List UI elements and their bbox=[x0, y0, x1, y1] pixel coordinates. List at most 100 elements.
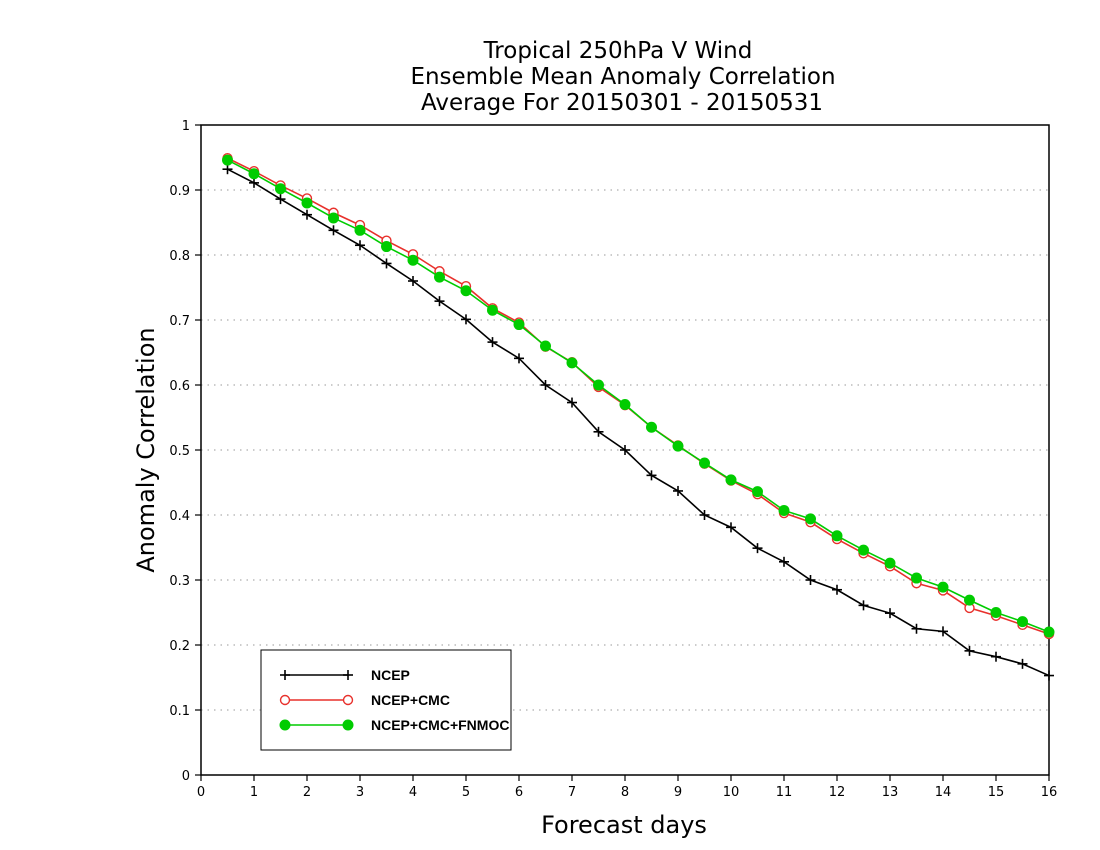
data-point bbox=[884, 557, 896, 569]
data-point bbox=[832, 584, 842, 595]
data-point bbox=[620, 445, 630, 455]
data-point bbox=[805, 513, 816, 525]
data-point bbox=[460, 285, 472, 297]
data-point bbox=[752, 543, 763, 554]
data-point bbox=[646, 421, 657, 433]
data-point bbox=[328, 225, 339, 236]
x-tick-label: 6 bbox=[515, 785, 523, 800]
data-point bbox=[964, 645, 975, 656]
grid-lines bbox=[201, 124, 1049, 711]
legend: NCEP NCEP+CMC NCEP+CMC+FNMOC bbox=[260, 649, 512, 751]
x-tick-label: 11 bbox=[776, 785, 793, 800]
x-tick-label: 2 bbox=[303, 785, 311, 800]
series-line bbox=[227, 168, 1050, 677]
x-tick-label: 0 bbox=[197, 785, 205, 800]
data-point bbox=[990, 607, 1002, 618]
data-point bbox=[354, 224, 366, 236]
data-point bbox=[275, 194, 286, 205]
data-point bbox=[248, 168, 260, 180]
data-point bbox=[779, 556, 789, 567]
data-point bbox=[991, 651, 1001, 662]
y-tick-label: 0 bbox=[182, 769, 190, 784]
data-point bbox=[513, 319, 525, 331]
legend-marker bbox=[279, 719, 291, 731]
legend-marker bbox=[279, 694, 291, 706]
series-ncep-cmc bbox=[222, 152, 1055, 640]
legend-label: NCEP+CMC+FNMOC bbox=[371, 717, 509, 733]
y-tick-label: 0.5 bbox=[169, 444, 190, 459]
data-point bbox=[566, 357, 578, 369]
y-tick-label: 0.7 bbox=[169, 314, 190, 329]
data-point bbox=[1017, 658, 1028, 669]
legend-marker bbox=[280, 670, 290, 680]
data-point bbox=[514, 353, 524, 364]
y-tick-label: 0.8 bbox=[169, 249, 190, 264]
data-point bbox=[673, 485, 683, 496]
data-point bbox=[381, 258, 392, 269]
series-ncep bbox=[222, 164, 1054, 681]
data-point bbox=[858, 600, 869, 611]
data-point bbox=[222, 164, 233, 175]
data-point bbox=[355, 240, 365, 251]
data-point bbox=[222, 154, 233, 166]
data-point bbox=[672, 440, 684, 452]
series-line bbox=[227, 157, 1050, 635]
data-point bbox=[752, 486, 763, 498]
x-tick-label: 13 bbox=[882, 785, 899, 800]
legend-marker bbox=[342, 719, 354, 731]
chart-title-line-1: Tropical 250hPa V Wind bbox=[483, 38, 753, 64]
data-point bbox=[619, 399, 631, 410]
axis-ticks: 00.10.20.30.40.50.60.70.80.910 1 2 3 4 5 6 7 8 9 1… bbox=[169, 119, 1057, 800]
x-tick-label: 3 bbox=[356, 785, 364, 800]
data-point bbox=[249, 177, 259, 188]
data-point bbox=[1044, 670, 1054, 681]
chart-title-line-3: Average For 20150301 - 20150531 bbox=[421, 90, 823, 116]
x-tick-label: 15 bbox=[988, 785, 1005, 800]
x-tick-label: 9 bbox=[674, 785, 682, 800]
data-point bbox=[301, 197, 313, 209]
data-point bbox=[461, 314, 471, 325]
data-point bbox=[726, 522, 736, 533]
y-tick-label: 0.4 bbox=[169, 509, 190, 524]
data-point bbox=[1043, 626, 1055, 638]
x-tick-label: 16 bbox=[1041, 785, 1058, 800]
data-point bbox=[381, 241, 392, 253]
chart-title-line-2: Ensemble Mean Anomaly Correlation bbox=[410, 64, 835, 90]
legend-entry: NCEP bbox=[280, 667, 410, 683]
y-axis-label: Anomaly Correlation bbox=[132, 327, 160, 572]
x-tick-label: 10 bbox=[723, 785, 740, 800]
series-line bbox=[227, 159, 1050, 633]
x-tick-label: 8 bbox=[621, 785, 629, 800]
data-point bbox=[302, 209, 312, 220]
x-tick-label: 5 bbox=[462, 785, 470, 800]
data-point bbox=[885, 608, 895, 619]
y-tick-label: 0.1 bbox=[169, 704, 190, 719]
data-point bbox=[593, 379, 604, 391]
data-point bbox=[725, 474, 737, 486]
data-point bbox=[805, 575, 816, 585]
data-point bbox=[699, 457, 710, 469]
data-point bbox=[938, 626, 948, 637]
x-tick-label: 4 bbox=[409, 785, 417, 800]
legend-label: NCEP+CMC bbox=[371, 692, 450, 708]
data-point bbox=[858, 544, 869, 556]
data-point bbox=[778, 504, 790, 516]
x-axis-label: Forecast days bbox=[541, 811, 707, 839]
data-point bbox=[487, 304, 498, 316]
data-point bbox=[646, 470, 657, 481]
y-tick-label: 1 bbox=[182, 119, 190, 134]
data-point bbox=[407, 254, 419, 266]
data-point bbox=[540, 340, 551, 352]
data-point bbox=[408, 276, 418, 286]
data-point bbox=[699, 510, 710, 520]
data-point bbox=[593, 426, 604, 437]
legend-marker bbox=[343, 670, 353, 680]
legend-label: NCEP bbox=[371, 667, 410, 683]
data-point bbox=[831, 530, 843, 542]
data-point bbox=[937, 581, 949, 593]
legend-entry: NCEP+CMC bbox=[279, 692, 450, 708]
series-ncep-cmc-fnmoc bbox=[222, 154, 1055, 638]
data-point bbox=[540, 380, 551, 390]
y-tick-label: 0.3 bbox=[169, 574, 190, 589]
